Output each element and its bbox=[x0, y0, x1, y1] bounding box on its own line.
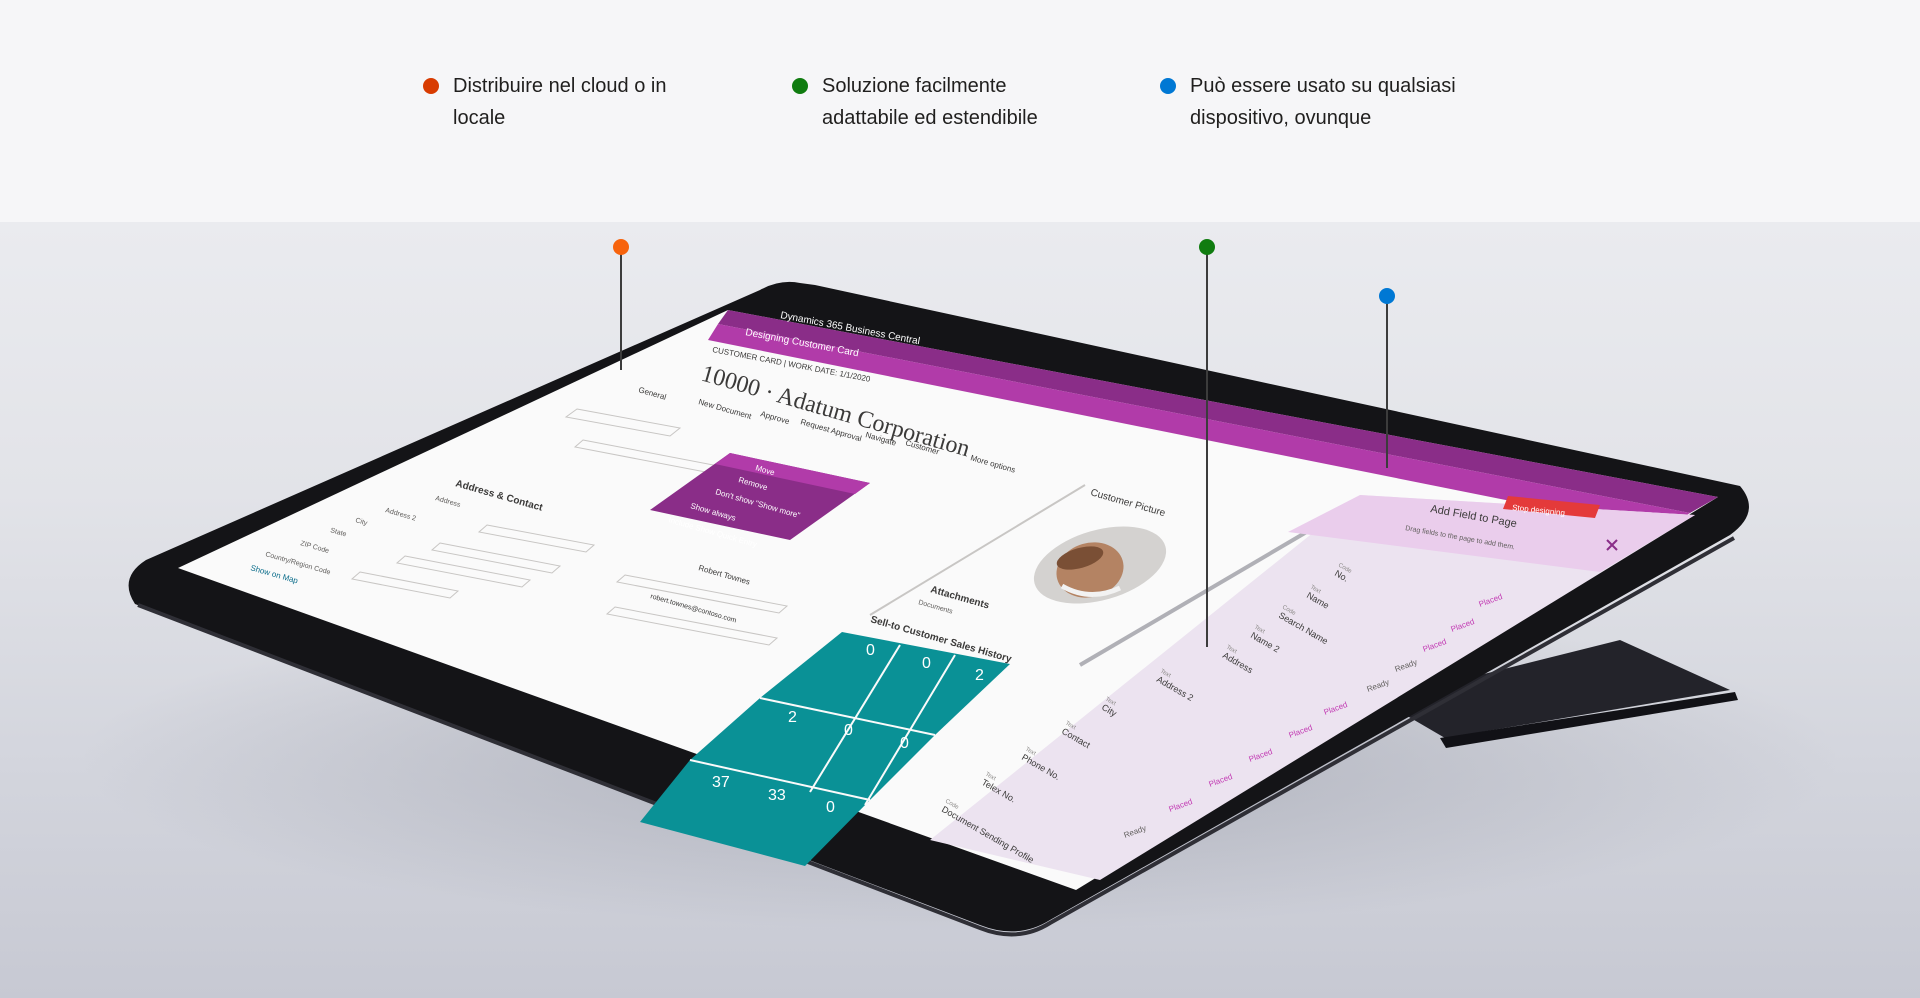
svg-text:Text: Text bbox=[1104, 697, 1117, 708]
svg-text:0: 0 bbox=[922, 655, 931, 672]
svg-text:Text: Text bbox=[1064, 721, 1077, 732]
svg-text:Text: Text bbox=[1024, 747, 1037, 758]
feature-extensible-text: Soluzione facilmente adattabile ed esten… bbox=[822, 75, 1038, 129]
green-dot-icon bbox=[792, 78, 808, 94]
feature-cloud: Distribuire nel cloud o in locale bbox=[423, 70, 683, 134]
callout-dot-any-device bbox=[1379, 288, 1395, 304]
orange-dot-icon bbox=[423, 78, 439, 94]
feature-extensible: Soluzione facilmente adattabile ed esten… bbox=[792, 70, 1062, 134]
add-field-panel bbox=[930, 495, 1695, 880]
svg-text:0: 0 bbox=[866, 642, 875, 659]
svg-text:33: 33 bbox=[768, 787, 786, 804]
svg-text:Text: Text bbox=[1309, 585, 1322, 596]
svg-text:0: 0 bbox=[826, 799, 835, 816]
svg-text:37: 37 bbox=[712, 774, 730, 791]
app-header-bar bbox=[718, 310, 1718, 513]
callout-line-extensible bbox=[1206, 250, 1208, 647]
svg-text:0: 0 bbox=[844, 722, 853, 739]
tile-values: 0 0 2 2 0 0 37 33 0 bbox=[712, 642, 984, 816]
feature-any-device-text: Può essere usato su qualsiasi dispositiv… bbox=[1190, 75, 1456, 129]
callout-line-cloud bbox=[620, 250, 622, 370]
svg-text:Text: Text bbox=[1253, 625, 1266, 636]
svg-text:0: 0 bbox=[900, 735, 909, 752]
callout-dot-extensible bbox=[1199, 239, 1215, 255]
feature-cloud-text: Distribuire nel cloud o in locale bbox=[453, 75, 667, 129]
svg-text:Text: Text bbox=[1225, 645, 1238, 656]
feature-any-device: Può essere usato su qualsiasi dispositiv… bbox=[1160, 70, 1480, 134]
svg-text:Text: Text bbox=[1159, 669, 1172, 680]
svg-text:State: State bbox=[329, 527, 347, 538]
blue-dot-icon bbox=[1160, 78, 1176, 94]
svg-text:City: City bbox=[354, 517, 368, 527]
sales-history-tiles bbox=[640, 632, 1010, 866]
top-band bbox=[0, 0, 1920, 222]
close-icon[interactable] bbox=[1606, 539, 1618, 551]
svg-text:Text: Text bbox=[984, 772, 997, 783]
svg-text:2: 2 bbox=[975, 667, 984, 684]
svg-text:2: 2 bbox=[788, 709, 797, 726]
callout-dot-cloud bbox=[613, 239, 629, 255]
callout-line-any-device bbox=[1386, 303, 1388, 468]
tablet-kickstand bbox=[1380, 640, 1730, 738]
